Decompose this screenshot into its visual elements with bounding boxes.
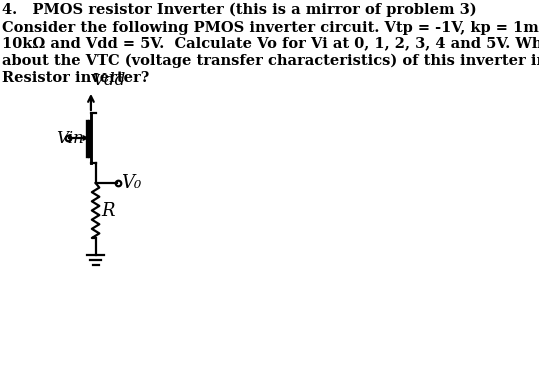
- Text: V₀: V₀: [121, 174, 142, 192]
- Text: Consider the following PMOS inverter circuit. Vtp = -1V, kp = 1mA/V² and R =: Consider the following PMOS inverter cir…: [2, 20, 539, 35]
- Text: about the VTC (voltage transfer characteristics) of this inverter in relation to: about the VTC (voltage transfer characte…: [2, 54, 539, 69]
- Text: Resistor inverter?: Resistor inverter?: [2, 71, 150, 85]
- Text: 10kΩ and Vdd = 5V.  Calculate Vo for Vi at 0, 1, 2, 3, 4 and 5V. What can you sa: 10kΩ and Vdd = 5V. Calculate Vo for Vi a…: [2, 37, 539, 51]
- Text: Vin: Vin: [57, 130, 84, 147]
- Text: Vdd: Vdd: [92, 72, 126, 89]
- Text: 4.   PMOS resistor Inverter (this is a mirror of problem 3): 4. PMOS resistor Inverter (this is a mir…: [2, 3, 477, 18]
- Text: R: R: [102, 202, 115, 219]
